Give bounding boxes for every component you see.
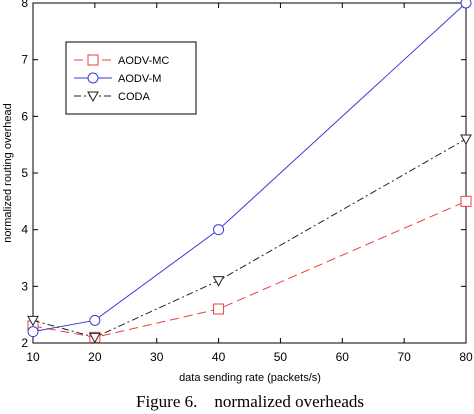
y-tick-label: 6: [21, 109, 28, 123]
y-tick-label: 4: [21, 223, 28, 237]
y-tick-label: 2: [21, 336, 28, 350]
data-point-coda: [27, 315, 39, 327]
data-point-aodv-m: [213, 224, 225, 236]
y-tick-label: 7: [21, 53, 28, 67]
series-line-coda: [32, 138, 467, 338]
data-point-coda: [212, 276, 225, 287]
legend-marker: [87, 91, 99, 103]
x-tick-label: 40: [212, 350, 226, 364]
y-tick-label: 3: [21, 279, 28, 293]
legend-label: CODA: [118, 91, 150, 103]
x-tick-label: 20: [88, 350, 102, 364]
axis-ticks: 10 20 30 40 50 60 70 80 2 3 4 5 6 7 8: [21, 0, 473, 364]
series-layer: [27, 0, 472, 344]
legend-item-coda: CODA: [74, 91, 150, 103]
y-tick-label: 5: [21, 166, 28, 180]
legend-item-aodv-mc: AODV-MC: [74, 54, 169, 67]
x-tick-label: 60: [336, 350, 350, 364]
x-tick-label: 10: [26, 350, 40, 364]
data-point-coda: [460, 134, 472, 146]
x-tick-label: 50: [274, 350, 288, 364]
data-point-coda: [89, 332, 101, 344]
legend-item-aodv-m: AODV-M: [74, 72, 161, 85]
y-axis-label: normalized routing overhead: [2, 103, 14, 242]
legend-label: AODV-MC: [118, 55, 169, 67]
legend-marker: [87, 54, 99, 66]
data-point-aodv-m: [460, 0, 472, 9]
x-axis-label: data sending rate (packets/s): [179, 372, 321, 384]
series-line-aodv-mc: [32, 200, 467, 338]
y-tick-label: 8: [21, 0, 28, 10]
series-line-aodv-m: [32, 2, 467, 333]
data-point-aodv-m: [89, 314, 101, 326]
x-tick-label: 30: [150, 350, 164, 364]
data-point-aodv-m: [27, 326, 39, 338]
legend-label: AODV-M: [118, 73, 161, 85]
data-point-aodv-mc: [460, 195, 472, 207]
data-point-aodv-mc: [213, 303, 225, 315]
x-tick-label: 70: [397, 350, 411, 364]
legend: AODV-MC AODV-M CODA: [65, 41, 197, 115]
legend-marker: [87, 72, 99, 84]
figure-caption: Figure 6. normalized overheads: [136, 392, 364, 411]
x-tick-label: 80: [459, 350, 473, 364]
series-coda: [27, 134, 472, 344]
series-aodv-m: [27, 0, 472, 338]
